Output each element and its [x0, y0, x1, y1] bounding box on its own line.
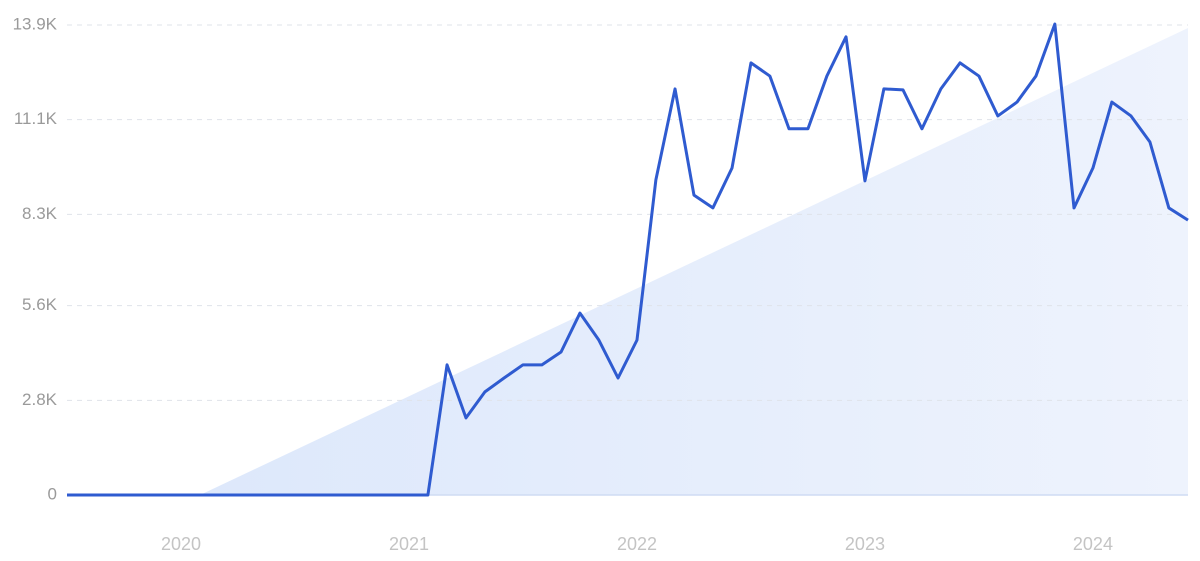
y-tick-label: 5.6K: [22, 295, 58, 314]
x-tick-label: 2023: [845, 534, 885, 554]
trend-area: [200, 28, 1188, 495]
line: [67, 22, 1189, 497]
y-tick-label: 13.9K: [13, 14, 58, 33]
y-tick-label: 8.3K: [22, 204, 58, 223]
y-tick-label: 11.1K: [14, 109, 58, 128]
x-tick-label: 2024: [1073, 534, 1113, 554]
y-tick-label: 2.8K: [22, 390, 58, 409]
x-tick-label: 2020: [161, 534, 201, 554]
x-tick-label: 2021: [389, 534, 429, 554]
y-tick-label: 0: [48, 484, 57, 503]
x-tick-label: 2022: [617, 534, 657, 554]
